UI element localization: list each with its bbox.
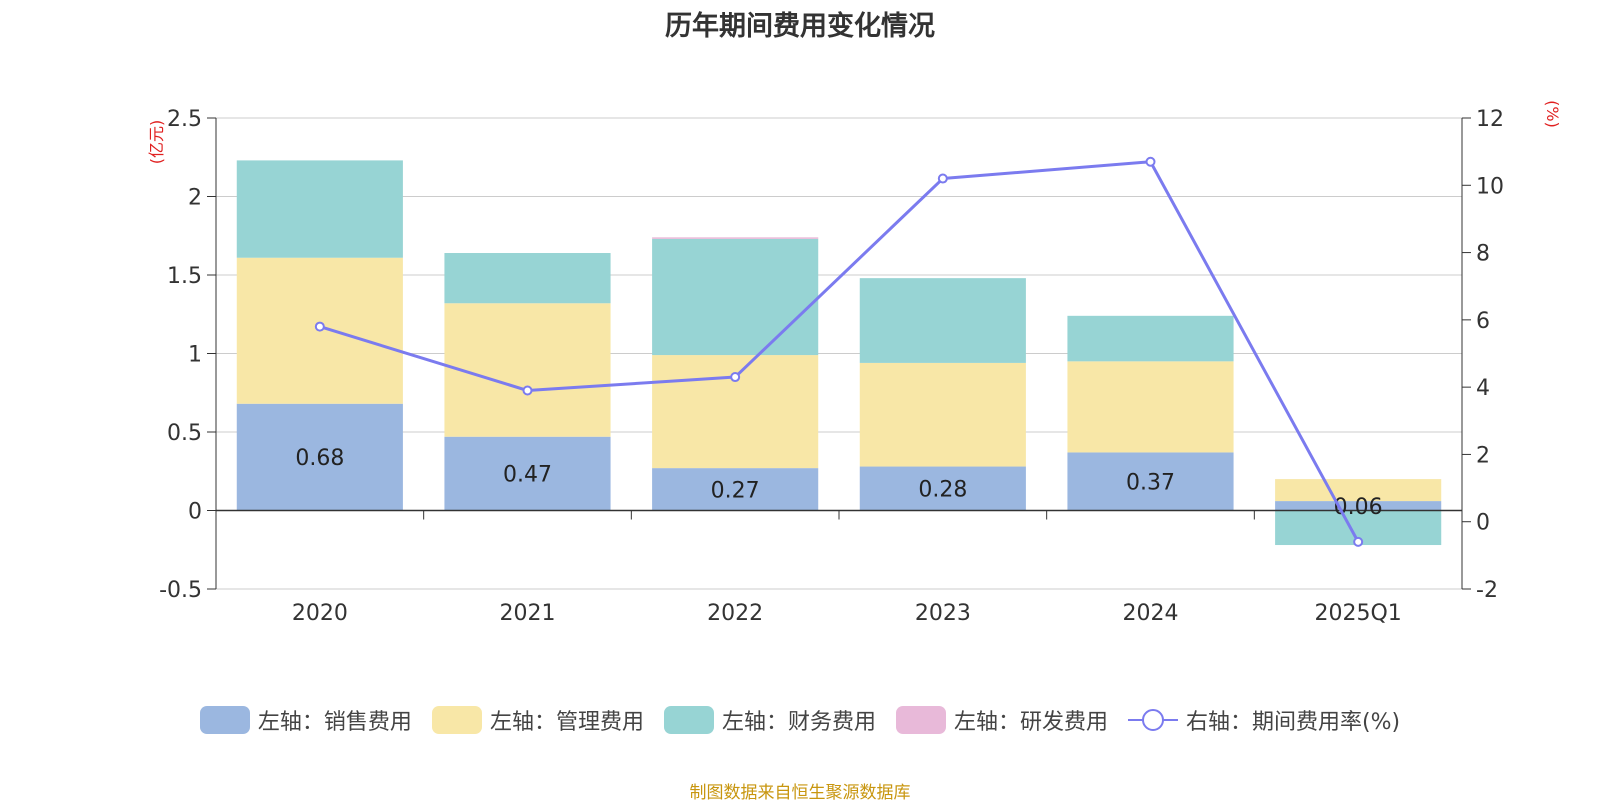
bar-sales-2020	[236, 403, 403, 511]
right-axis-tick-label-5: 8	[1476, 242, 1490, 267]
left-axis-unit: (亿元)	[147, 120, 166, 165]
bar-admin-2021	[444, 303, 611, 437]
legend-swatch-rd	[895, 706, 946, 734]
legend-label-admin: 左轴：管理费用	[489, 710, 644, 735]
x-axis-label-2024: 2024	[1123, 601, 1179, 626]
legend-label-finance: 左轴：财务费用	[721, 710, 876, 735]
left-axis-tick-label-3: 1	[188, 343, 202, 368]
legend-line-marker-icon	[1127, 709, 1178, 731]
bar-rd-2022	[652, 237, 819, 239]
bar-finance-2022	[652, 238, 819, 356]
data-label-sales-2022: 0.27	[711, 478, 760, 503]
bar-admin-2024	[1067, 361, 1234, 453]
bar-sales-2021	[444, 436, 611, 511]
legend-swatch-finance	[663, 706, 714, 734]
legend-swatch-sales	[199, 706, 250, 734]
left-axis-tick-label-2: 0.5	[167, 421, 202, 446]
legend-item-sales[interactable]: 左轴：销售费用	[199, 704, 412, 736]
point-expense-rate-2023	[937, 173, 948, 184]
bar-sales-2024	[1067, 452, 1234, 511]
left-axis-tick-label-5: 2	[188, 186, 202, 211]
bar-admin-2022	[652, 355, 819, 469]
line-expense-rate	[319, 160, 1360, 543]
legend-label-sales: 左轴：销售费用	[257, 710, 412, 735]
x-axis-label-2023: 2023	[915, 601, 971, 626]
chart-title: 历年期间费用变化情况	[665, 11, 935, 42]
bar-sales-2023	[859, 466, 1026, 511]
legend-item-finance[interactable]: 左轴：财务费用	[663, 704, 876, 736]
bar-finance-2021	[444, 253, 611, 304]
point-expense-rate-2024	[1145, 156, 1156, 167]
legend-label-rd: 左轴：研发费用	[953, 710, 1108, 735]
point-expense-rate-2020	[314, 321, 325, 332]
legend: 左轴：销售费用 左轴：管理费用 左轴：财务费用 左轴：研发费用 右轴：期间费用率…	[0, 704, 1600, 736]
bar-finance-2020	[236, 160, 403, 258]
right-axis-tick-label-3: 4	[1476, 376, 1490, 401]
point-expense-rate-2025Q1	[1353, 536, 1364, 547]
left-axis-tick-label-0: -0.5	[159, 578, 202, 603]
legend-swatch-admin	[431, 706, 482, 734]
bar-finance-2024	[1067, 315, 1234, 362]
left-axis-tick-label-1: 0	[188, 500, 202, 525]
bar-finance-2023	[859, 278, 1026, 363]
left-axis-tick-label-4: 1.5	[167, 264, 202, 289]
bar-sales-2022	[652, 468, 819, 511]
data-label-sales-2023: 0.28	[918, 478, 967, 503]
right-axis-tick-label-6: 10	[1476, 174, 1504, 199]
legend-item-admin[interactable]: 左轴：管理费用	[431, 704, 644, 736]
data-label-sales-2020: 0.68	[295, 446, 344, 471]
data-label-sales-2025Q1: 0.06	[1334, 495, 1383, 520]
data-source-note: 制图数据来自恒生聚源数据库	[689, 783, 911, 803]
right-axis-tick-label-1: 0	[1476, 511, 1490, 536]
right-axis-tick-label-0: -2	[1476, 578, 1498, 603]
left-axis-tick-label-6: 2.5	[167, 107, 202, 132]
legend-item-rd[interactable]: 左轴：研发费用	[895, 704, 1108, 736]
x-axis-label-2020: 2020	[292, 601, 348, 626]
bar-sales-2025Q1	[1275, 501, 1442, 511]
right-axis-tick-label-7: 12	[1476, 107, 1504, 132]
point-expense-rate-2021	[522, 385, 533, 396]
bar-admin-2025Q1	[1275, 479, 1442, 502]
data-label-sales-2024: 0.37	[1126, 470, 1175, 495]
right-axis-tick-label-2: 2	[1476, 443, 1490, 468]
data-label-sales-2021: 0.47	[503, 463, 552, 488]
legend-item-rate[interactable]: 右轴：期间费用率(%)	[1127, 704, 1401, 736]
x-axis-label-2021: 2021	[500, 601, 556, 626]
right-axis-unit: (%)	[1543, 100, 1562, 128]
point-expense-rate-2022	[730, 372, 741, 383]
legend-label-rate: 右轴：期间费用率(%)	[1185, 710, 1401, 735]
right-axis-tick-label-4: 6	[1476, 309, 1490, 334]
x-axis-label-2025Q1: 2025Q1	[1315, 601, 1402, 626]
bar-admin-2023	[859, 362, 1026, 467]
x-axis-label-2022: 2022	[707, 601, 763, 626]
